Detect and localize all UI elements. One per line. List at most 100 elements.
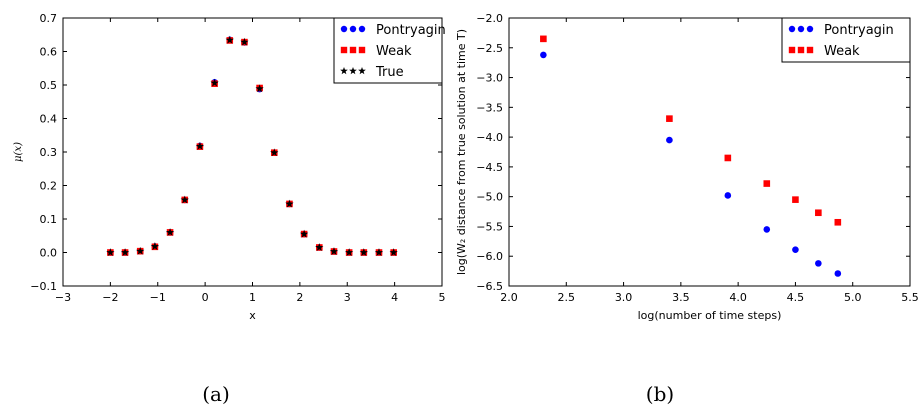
y-tick-label: 0.3 [40,146,58,159]
x-tick-label: 5.5 [901,291,919,304]
x-axis-label: x [249,309,256,322]
x-tick-label: −1 [150,291,166,304]
plot-frame [508,17,911,287]
x-tick-label: 4.5 [787,291,805,304]
data-point [666,136,673,144]
x-tick-label: 2.0 [500,291,518,304]
y-tick-label: −3.0 [476,72,503,85]
caption-b: (b) [645,382,675,406]
legend-marker [358,66,366,75]
legend-marker [349,66,357,75]
y-tick-label: −5.5 [476,220,503,233]
data-point [763,180,771,187]
legend-marker [340,25,348,33]
data-point [180,195,189,204]
y-tick-label: 0.4 [40,113,58,126]
data-point [834,270,842,277]
x-tick-label: 3 [344,291,351,304]
x-tick-label: −2 [102,291,118,304]
y-tick-label: −4.5 [476,161,503,174]
legend-marker [797,46,805,54]
data-point [136,246,145,255]
legend: Pontryagin Weak [781,17,911,63]
y-tick-label: 0.1 [40,213,58,226]
x-tick-label: 4.0 [729,291,747,304]
series-pontryagin [540,51,842,277]
x-axis-label: log(number of time steps) [638,309,782,322]
data-point [300,229,309,238]
data-point [195,141,205,150]
data-point [815,260,822,267]
data-point [374,248,384,256]
x-tick-label: 5.0 [844,291,862,304]
legend-marker [788,46,796,54]
data-point [359,248,368,256]
data-point [240,37,249,46]
x-tick-label: 2.5 [558,291,576,304]
legend-marker [340,46,348,54]
x-tick-label: 1 [249,291,256,304]
legend: Pontryagin Weak True [333,17,446,84]
legend-marker [349,25,357,33]
data-point [540,35,547,43]
y-tick-label: −4.0 [476,131,503,144]
data-point [792,246,799,253]
data-point [763,226,771,233]
data-point [724,192,732,199]
data-point [815,209,822,217]
y-tick-label: −5.0 [476,191,503,204]
data-point [120,248,130,256]
data-point [540,51,547,59]
legend-label-weak: Weak [824,44,860,59]
x-tick-label: 0 [202,291,209,304]
y-tick-label: 0.0 [40,247,58,260]
x-tick-label: 5 [439,291,446,304]
x-tick-label: 3.0 [615,291,633,304]
data-point [666,115,673,122]
legend-marker [358,46,366,54]
legend-marker [806,25,814,33]
x-tick-label: 2 [296,291,303,304]
y-tick-label: −3.5 [476,101,503,114]
y-tick-label: −0.1 [30,280,57,293]
legend-marker [340,66,348,75]
x-tick-label: 3.5 [672,291,690,304]
y-axis-label: log(W₂ distance from true solution at ti… [455,29,468,275]
legend-label-weak: Weak [376,44,412,59]
legend-marker [349,46,357,54]
data-point [106,248,115,256]
caption-a: (a) [202,382,230,406]
legend-label-pontryagin: Pontryagin [376,23,446,38]
y-tick-label: 0.5 [40,79,58,92]
legend-marker [806,46,814,54]
data-point [165,228,175,236]
y-tick-label: −2.5 [476,42,503,55]
legend-marker [788,25,796,33]
data-point [724,154,732,162]
data-point [270,148,279,157]
data-point [329,247,339,255]
data-point [792,196,799,203]
legend-box [781,17,911,63]
data-point [285,199,294,208]
data-point [225,35,234,44]
y-tick-label: 0.6 [40,46,58,59]
series-weak [540,35,842,226]
legend-label-pontryagin: Pontryagin [824,23,894,38]
data-point [315,243,324,251]
y-tick-label: −6.5 [476,280,503,293]
data-point [345,248,354,256]
chart-b: 2.0 2.5 3.0 3.5 4.0 4.5 5.0 5.5 −6.5 −6.0 −5.5 −5.0… [455,12,919,322]
legend-marker [358,25,366,33]
y-axis-label: μ(x) [13,142,24,162]
y-tick-label: −6.0 [476,250,503,263]
data-point [210,78,219,87]
legend-marker [797,25,805,33]
data-point [834,218,842,226]
chart-a: −3 −2 −1 0 1 2 3 4 5 −0.1 0.0 0.1 0.2 0.3 0.4 0.5 0.6 0.7… [13,12,446,322]
data-point [255,84,264,93]
y-tick-label: 0.7 [40,12,58,25]
data-point [150,242,160,250]
legend-label-true: True [375,65,404,80]
